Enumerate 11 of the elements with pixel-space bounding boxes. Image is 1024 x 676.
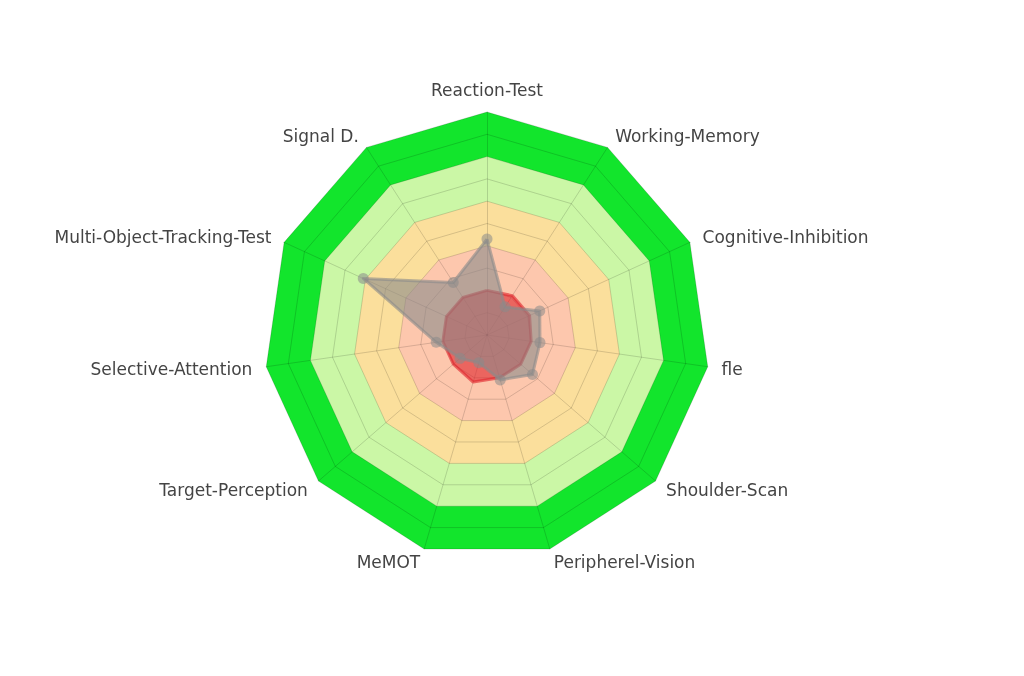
- spoke-label: Selective-Attention: [90, 358, 253, 379]
- spoke-label: MeMOT: [356, 552, 421, 573]
- spoke-label: Reaction-Test: [431, 79, 544, 100]
- spoke-label: Multi-Object-Tracking-Test: [54, 226, 272, 247]
- spoke-label: Signal D.: [282, 125, 359, 146]
- spoke-label: Working-Memory: [615, 125, 760, 146]
- spoke-label: Shoulder-Scan: [666, 480, 789, 501]
- spoke-label: fle: [721, 358, 743, 379]
- spoke-label: Target-Perception: [158, 480, 308, 501]
- spoke-label: Cognitive-Inhibition: [702, 226, 869, 247]
- spoke-label: Peripherel-Vision: [553, 552, 696, 573]
